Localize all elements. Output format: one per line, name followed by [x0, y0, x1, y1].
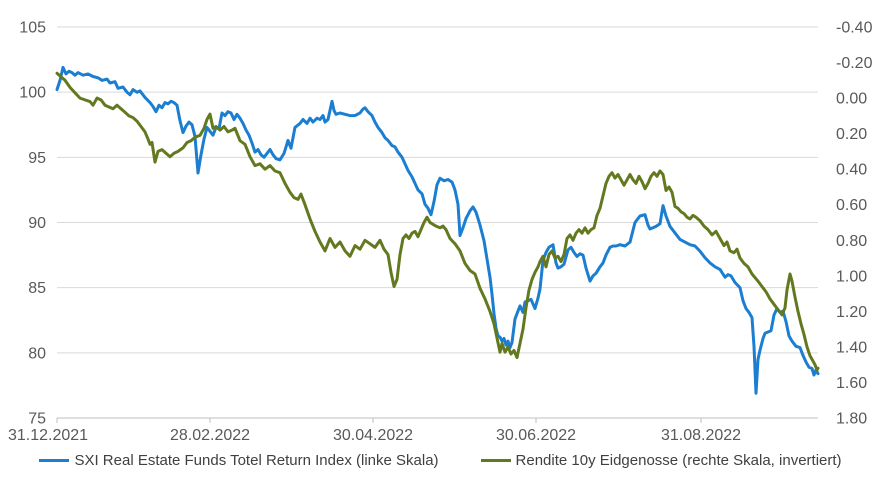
y-axis-label-left: 80 [28, 345, 46, 362]
y-axis-label-left: 90 [28, 215, 46, 232]
y-axis-label-left: 100 [19, 85, 46, 102]
x-axis-label: 30.04.2022 [333, 427, 413, 444]
y-axis-label-right: -0.20 [836, 55, 873, 72]
legend-item-sxi-index: SXI Real Estate Funds Totel Return Index… [39, 452, 439, 469]
series-line-sxi-index [55, 65, 820, 395]
rendite-line-swatch-icon [480, 458, 511, 463]
y-axis-label-right: 1.20 [836, 304, 867, 321]
y-axis-label-left: 105 [19, 20, 46, 37]
x-axis-label: 31.08.2022 [661, 427, 741, 444]
y-axis-label-right: 0.00 [836, 91, 867, 108]
y-axis-label-right: 1.80 [836, 411, 867, 428]
y-axis-label-left: 85 [28, 280, 46, 297]
legend-label-rendite: Rendite 10y Eidgenosse (rechte Skala, in… [515, 452, 842, 469]
y-axis-label-right: 1.40 [836, 339, 867, 356]
x-axis-label: 28.02.2022 [170, 427, 250, 444]
legend-label-sxi: SXI Real Estate Funds Totel Return Index… [74, 452, 439, 469]
y-axis-label-left: 75 [28, 411, 46, 428]
y-axis-label-right: -0.40 [836, 20, 873, 37]
legend: SXI Real Estate Funds Totel Return Index… [0, 452, 881, 469]
y-axis-label-right: 0.40 [836, 162, 867, 179]
legend-item-rendite-10y: Rendite 10y Eidgenosse (rechte Skala, in… [480, 452, 842, 469]
y-axis-label-right: 0.20 [836, 126, 867, 143]
x-axis-label: 30.06.2022 [496, 427, 576, 444]
y-axis-label-right: 1.60 [836, 375, 867, 392]
y-axis-label-right: 0.60 [836, 197, 867, 214]
y-axis-label-right: 1.00 [836, 268, 867, 285]
sxi-line-swatch-icon [39, 458, 70, 463]
x-axis-label: 31.12.2021 [8, 427, 88, 444]
series-line-rendite-10y [55, 71, 820, 372]
y-axis-label-left: 95 [28, 150, 46, 167]
y-axis-label-right: 0.80 [836, 233, 867, 250]
